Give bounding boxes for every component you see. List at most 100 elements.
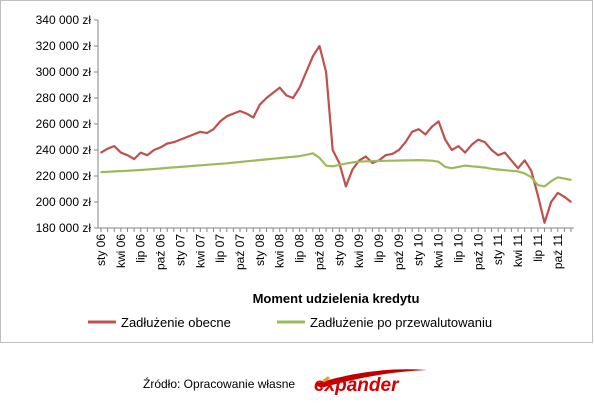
x-tick-label: lip 08 — [293, 234, 307, 263]
x-tick-label: lip 09 — [372, 234, 386, 263]
series-1-point — [278, 157, 281, 159]
series-0-point — [550, 201, 552, 203]
series-1-point — [351, 161, 354, 164]
y-tick-label: 280 000 zł — [36, 91, 92, 105]
series-1-point — [517, 170, 519, 173]
series-1-point — [212, 163, 215, 166]
series-0-point — [497, 154, 499, 156]
series-1-point — [570, 179, 572, 181]
series-0-point — [537, 194, 539, 197]
y-tick-label: 320 000 zł — [36, 39, 92, 53]
series-1-point — [173, 166, 175, 169]
series-1-point — [444, 166, 447, 168]
series-0-point — [139, 151, 142, 154]
series-1-point — [133, 169, 135, 172]
series-1-point — [166, 167, 168, 169]
series-0-point — [464, 151, 466, 154]
x-tick-label: lip 07 — [213, 234, 227, 263]
x-tick-label: kwi 09 — [352, 234, 366, 268]
series-0-point — [530, 170, 533, 172]
series-0-point — [106, 147, 109, 150]
series-1-point — [371, 160, 374, 162]
series-lines — [100, 44, 572, 224]
legend-label-obecne: Zadłużenie obecne — [121, 315, 231, 330]
series-0-point — [484, 141, 486, 143]
x-axis-title: Moment udzielenia kredytu — [253, 291, 420, 306]
series-0-point — [192, 133, 195, 136]
series-0-point — [431, 125, 433, 128]
series-0-point — [437, 120, 440, 123]
series-0-point — [159, 146, 162, 149]
series-0-point — [543, 222, 546, 224]
y-tick-label: 180 000 zł — [36, 221, 92, 235]
series-1-point — [252, 159, 255, 162]
series-1-point — [206, 164, 208, 166]
logo-swoosh — [315, 369, 427, 388]
series-0-point — [272, 92, 274, 94]
series-1-point — [179, 166, 182, 168]
y-axis-ticks: 180 000 zł 200 000 zł 220 000 zł 240 000 zł… — [36, 13, 98, 235]
series-1-point — [550, 180, 552, 182]
series-0-point — [219, 120, 221, 123]
series-0-point — [292, 97, 294, 99]
series-1-point — [358, 160, 360, 163]
x-tick-label: lip 06 — [134, 234, 148, 263]
series-0-point — [371, 162, 374, 164]
series-line-1 — [100, 152, 572, 188]
series-0-point — [245, 112, 248, 115]
series-1-point — [457, 166, 460, 168]
series-0-point — [517, 167, 519, 169]
x-tick-label: kwi 06 — [114, 234, 128, 268]
series-1-point — [259, 159, 261, 161]
series-0-point — [133, 158, 135, 160]
series-0-point — [100, 151, 102, 154]
series-1-point — [106, 171, 109, 173]
series-1-point — [285, 156, 288, 159]
series-0-point — [298, 86, 301, 89]
line-chart: 180 000 zł 200 000 zł 220 000 zł 240 000 zł… — [36, 13, 574, 330]
x-tick-label: paź 06 — [154, 234, 168, 270]
series-0-point — [504, 151, 506, 154]
series-1-point — [411, 159, 413, 162]
series-1-point — [398, 159, 400, 162]
series-0-point — [563, 196, 566, 198]
series-1-point — [431, 159, 433, 162]
series-1-point — [312, 152, 314, 155]
series-1-point — [153, 168, 155, 170]
series-0-point — [490, 149, 493, 151]
series-0-point — [417, 128, 420, 130]
y-tick-label: 200 000 zł — [36, 195, 92, 209]
y-tick-label: 300 000 zł — [36, 65, 92, 79]
series-1-point — [318, 157, 321, 159]
x-tick-label: kwi 08 — [273, 234, 287, 268]
series-0-point — [391, 153, 394, 155]
series-1-point — [245, 160, 248, 163]
series-1-point — [120, 170, 122, 172]
series-1-point — [292, 155, 294, 158]
series-1-point — [484, 166, 486, 169]
series-1-point — [272, 157, 274, 160]
series-0-point — [364, 155, 367, 158]
series-1-point — [345, 162, 347, 165]
chart-frame — [0, 0, 593, 343]
series-1-point — [378, 160, 380, 162]
series-0-point — [570, 201, 572, 203]
series-1-point — [199, 164, 202, 167]
series-1-point — [265, 158, 268, 161]
series-0-point — [252, 116, 255, 119]
series-1-point — [298, 155, 301, 157]
series-0-point — [510, 159, 513, 162]
series-1-point — [497, 168, 499, 171]
series-0-point — [451, 149, 453, 151]
series-1-point — [437, 160, 440, 163]
series-0-point — [239, 110, 241, 112]
series-0-point — [206, 132, 208, 134]
x-tick-label: paź 10 — [471, 234, 485, 270]
series-0-point — [126, 154, 129, 156]
series-1-point — [537, 184, 539, 186]
series-0-point — [331, 149, 334, 151]
x-tick-label: sty 11 — [491, 234, 505, 265]
x-tick-label: sty 06 — [94, 234, 108, 266]
series-0-point — [345, 185, 347, 188]
series-1-point — [391, 159, 394, 162]
